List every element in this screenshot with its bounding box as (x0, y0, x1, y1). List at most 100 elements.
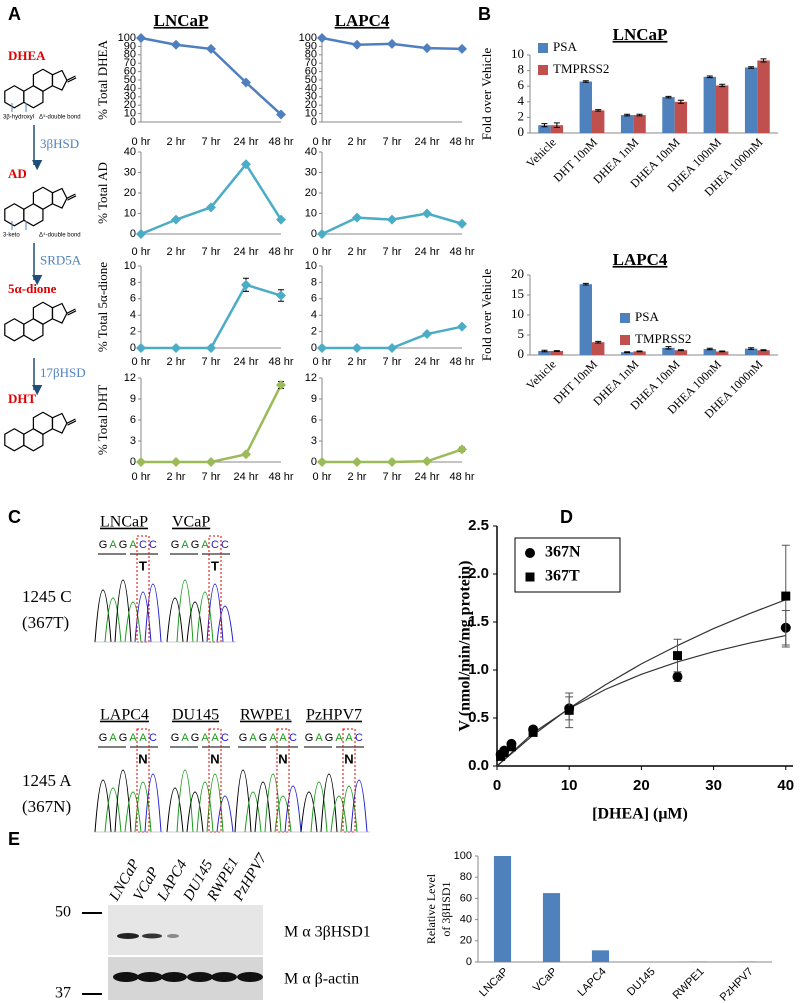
x-axis-label: [DHEA] (μM) (592, 806, 688, 823)
chart-title: LAPC4 (335, 11, 390, 30)
base-letter: G (191, 539, 200, 551)
structure-note: 3β-hydroxyl (3, 115, 34, 121)
error-bar (760, 58, 767, 63)
enzyme-label: SRD5A (40, 252, 82, 267)
data-point (317, 457, 327, 467)
x-tick-label: 0 hr (313, 356, 332, 368)
y-tick-label: 60 (124, 66, 136, 78)
chromatogram-peak (254, 781, 272, 833)
error-bar (582, 80, 589, 83)
panel-label: B (478, 4, 491, 24)
error-bar (624, 351, 631, 354)
sample-name: RWPE1 (240, 707, 292, 724)
data-point (241, 279, 251, 290)
x-tick-label: 24 hr (414, 356, 439, 368)
x-tick-label: 48 hr (268, 136, 293, 148)
x-tick-label: 7 hr (383, 471, 402, 483)
chart-title: LNCaP (613, 25, 668, 44)
chromatogram-peak (144, 773, 162, 833)
data-point (387, 457, 397, 467)
error-bar (553, 122, 560, 129)
bar (744, 348, 758, 355)
y-tick-label: 2.5 (468, 517, 489, 534)
x-tick-label: 7 hr (383, 136, 402, 148)
error-bar (636, 113, 643, 117)
base-letter: G (239, 732, 248, 744)
bar (757, 350, 770, 355)
bar (757, 60, 770, 133)
x-tick-label: 0 hr (313, 136, 332, 148)
x-tick-label: 0 hr (313, 246, 332, 258)
error-bar (665, 95, 672, 99)
steroid-structure (4, 301, 77, 342)
x-tick-label: 48 hr (268, 356, 293, 368)
y-tick-label: 1.5 (468, 613, 489, 630)
blot-band (113, 972, 139, 982)
y-tick-label: 15 (511, 286, 524, 301)
bar (538, 351, 551, 355)
data-point (241, 77, 251, 88)
blot-band (142, 933, 162, 939)
y-tick-label: 6 (311, 293, 317, 305)
y-tick-label: 100 (118, 32, 136, 44)
y-tick-label: 2 (518, 108, 525, 123)
y-tick-label: 9 (130, 393, 136, 405)
error-bar (665, 346, 672, 350)
y-tick-label: 0.5 (468, 709, 489, 726)
data-point (171, 457, 181, 467)
data-point (206, 43, 216, 54)
data-point (171, 39, 181, 50)
y-tick-label: 90 (305, 40, 317, 52)
legend-box (514, 537, 621, 593)
base-call: N (210, 751, 219, 766)
chromatogram-peak (350, 779, 368, 833)
legend-swatch (620, 335, 630, 345)
base-letter: G (119, 539, 128, 551)
y-tick-label: 6 (130, 293, 136, 305)
data-point (506, 742, 516, 752)
blot-band (237, 972, 263, 982)
data-point (564, 705, 574, 715)
y-tick-label: 80 (460, 871, 472, 883)
bar (538, 125, 551, 133)
base-letter: C (149, 539, 157, 551)
compound-name: DHT (8, 391, 37, 406)
base-letter: C (289, 732, 297, 744)
x-tick-label: 48 hr (268, 471, 293, 483)
y-tick-label: 60 (460, 892, 472, 904)
y-axis-label: Relative Level (424, 873, 438, 944)
base-letter: C (149, 732, 157, 744)
y-tick-label: 20 (305, 99, 317, 111)
chromatogram-peak (244, 791, 262, 833)
y-tick-label: 80 (124, 49, 136, 61)
sample-name: VCaP (172, 514, 210, 531)
data-point (352, 457, 362, 467)
base-letter: C (211, 539, 219, 551)
x-tick-label: Vehicle (523, 357, 558, 392)
chromatogram-peak (186, 791, 204, 833)
y-tick-label: 4 (518, 93, 525, 108)
y-tick-label: 0 (130, 228, 136, 240)
y-tick-label: 12 (124, 372, 136, 384)
chart-title: LAPC4 (613, 250, 668, 269)
data-point (136, 33, 146, 43)
y-tick-label: 20 (511, 266, 524, 281)
data-point (387, 343, 397, 353)
error-bar (706, 347, 713, 351)
x-tick-label: 0 hr (132, 136, 151, 148)
data-point (352, 212, 362, 223)
blot-band (117, 933, 139, 939)
base-call: T (139, 558, 147, 573)
bar (716, 351, 729, 355)
structure-note: Δ⁴-double bond (39, 232, 81, 239)
y-axis-label: of 3βHSD1 (439, 881, 453, 936)
y-tick-label: 6 (518, 77, 525, 92)
base-letter: A (109, 539, 117, 551)
x-tick-label: 2 hr (348, 471, 367, 483)
y-tick-label: 30 (124, 166, 136, 178)
y-axis-label: % Total DHEA (95, 40, 110, 120)
x-tick-label: 2 hr (348, 356, 367, 368)
y-tick-label: 0.0 (468, 757, 489, 774)
chromatogram-peak (124, 601, 142, 643)
